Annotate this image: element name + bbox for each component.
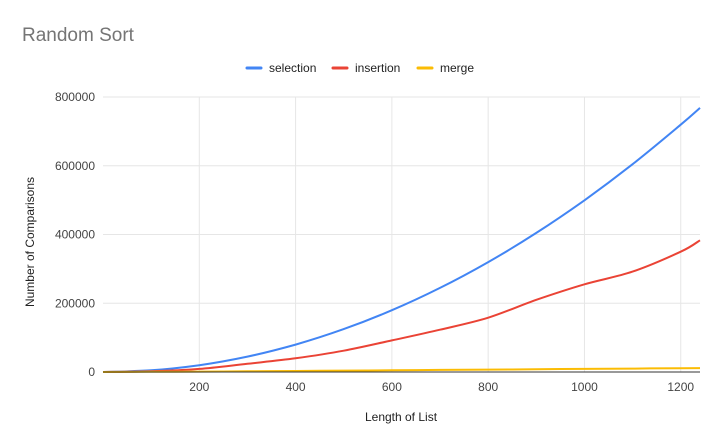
series-lines bbox=[102, 107, 701, 373]
chart-title: Random Sort bbox=[22, 25, 135, 46]
legend-label-insertion: insertion bbox=[355, 61, 400, 75]
series-line-insertion bbox=[102, 239, 701, 373]
x-tick-label: 600 bbox=[382, 380, 402, 394]
legend: selection insertion merge bbox=[245, 61, 474, 75]
gridlines bbox=[103, 96, 700, 372]
legend-label-selection: selection bbox=[269, 61, 316, 75]
y-tick-label: 0 bbox=[88, 365, 95, 379]
series-line-selection bbox=[102, 107, 701, 373]
x-axis-label: Length of List bbox=[365, 410, 438, 424]
x-axis-ticks: 200 400 600 800 1000 1200 bbox=[189, 380, 694, 394]
x-tick-label: 1200 bbox=[667, 380, 694, 394]
y-tick-label: 600000 bbox=[55, 159, 95, 173]
x-tick-label: 200 bbox=[189, 380, 209, 394]
x-tick-label: 1000 bbox=[571, 380, 598, 394]
x-tick-label: 400 bbox=[286, 380, 306, 394]
y-axis-ticks: 0 200000 400000 600000 800000 bbox=[55, 90, 95, 379]
y-tick-label: 800000 bbox=[55, 90, 95, 104]
legend-label-merge: merge bbox=[440, 61, 474, 75]
y-tick-label: 200000 bbox=[55, 296, 95, 310]
y-tick-label: 400000 bbox=[55, 228, 95, 242]
y-axis-label: Number of Comparisons bbox=[23, 177, 37, 307]
x-tick-label: 800 bbox=[478, 380, 498, 394]
